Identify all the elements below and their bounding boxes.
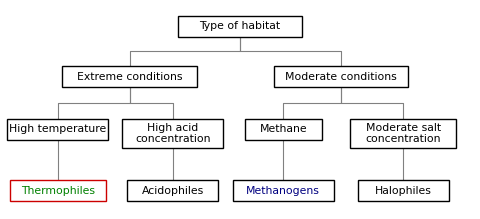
Bar (10, 180, 106, 201)
Bar (233, 180, 334, 201)
Text: Methane: Methane (259, 124, 307, 134)
Text: Methanogens: Methanogens (246, 185, 320, 196)
Text: Halophiles: Halophiles (375, 185, 432, 196)
Text: Acidophiles: Acidophiles (142, 185, 204, 196)
Bar (7, 119, 108, 140)
Bar (274, 66, 408, 87)
Text: Moderate salt
concentration: Moderate salt concentration (365, 123, 441, 144)
Text: High temperature: High temperature (9, 124, 106, 134)
Bar (122, 119, 223, 148)
Bar (245, 119, 322, 140)
Bar (178, 16, 302, 37)
Bar (62, 66, 197, 87)
Text: Type of habitat: Type of habitat (199, 21, 281, 31)
Text: Moderate conditions: Moderate conditions (285, 72, 396, 82)
Bar (358, 180, 449, 201)
Text: Thermophiles: Thermophiles (21, 185, 95, 196)
Bar (350, 119, 456, 148)
Text: Extreme conditions: Extreme conditions (77, 72, 182, 82)
Bar (127, 180, 218, 201)
Text: High acid
concentration: High acid concentration (135, 123, 211, 144)
